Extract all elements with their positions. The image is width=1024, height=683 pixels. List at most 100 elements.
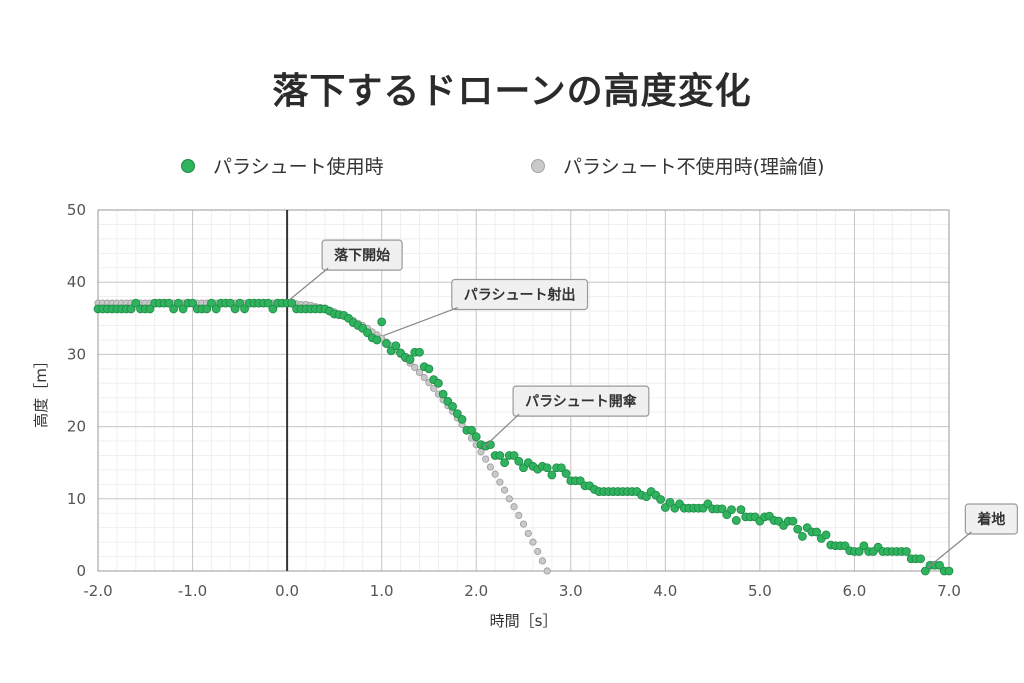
data-point: [736, 505, 746, 515]
callout-box: [321, 239, 403, 271]
data-point: [543, 567, 551, 575]
data-point: [287, 298, 297, 308]
y-tick-label: 10: [67, 490, 86, 508]
data-point: [505, 495, 513, 503]
callout-text: 着地: [976, 511, 1005, 528]
legend-label-with-parachute: パラシュート使用時: [213, 156, 384, 178]
data-point: [411, 363, 419, 371]
data-point: [496, 478, 504, 486]
callout-text: パラシュート射出: [464, 287, 576, 304]
callout-leader: [383, 306, 459, 337]
data-point: [727, 505, 736, 515]
data-point: [169, 304, 179, 314]
series-1-points: [94, 299, 551, 575]
data-point: [509, 451, 519, 460]
data-point: [188, 298, 197, 308]
x-axis-label: 時間［s］: [490, 612, 558, 630]
x-tick-label: 0.0: [275, 582, 299, 600]
y-tick-label: 40: [67, 273, 86, 291]
data-point: [415, 368, 424, 377]
data-point: [510, 503, 518, 511]
callout-box: [512, 385, 650, 417]
data-point: [812, 527, 822, 537]
data-point: [452, 409, 462, 419]
data-point: [471, 432, 481, 442]
x-tick-label: 2.0: [464, 582, 488, 600]
callout: パラシュート開傘: [482, 385, 650, 449]
callout-box: [964, 503, 1018, 535]
callout-leader: [926, 531, 972, 569]
data-point: [486, 463, 495, 471]
data-point: [433, 378, 443, 388]
data-point: [467, 425, 476, 435]
legend-item-with-parachute: パラシュート使用時: [181, 152, 384, 179]
data-point: [500, 458, 509, 468]
data-point: [944, 566, 954, 576]
data-point: [519, 520, 528, 528]
data-point: [420, 373, 428, 382]
data-point: [793, 524, 803, 534]
x-tick-label: 5.0: [748, 582, 772, 600]
data-point: [230, 304, 240, 314]
data-point: [514, 456, 524, 466]
data-point: [207, 298, 216, 308]
plot-frame: [97, 209, 950, 572]
callout-leader: [288, 267, 329, 301]
y-tick-label: 20: [67, 418, 86, 436]
callout: 落下開始: [288, 239, 403, 301]
x-tick-label: -1.0: [178, 582, 207, 600]
callout: 着地: [926, 503, 1018, 569]
legend-label-without-parachute: パラシュート不使用時(理論値): [563, 156, 825, 178]
data-point: [491, 470, 499, 478]
data-point: [556, 463, 566, 473]
series-0-points: [93, 298, 954, 576]
data-point: [561, 469, 571, 478]
data-point: [240, 304, 249, 314]
data-point: [547, 470, 557, 480]
data-point: [529, 538, 537, 546]
data-point: [665, 498, 675, 507]
data-point: [495, 451, 505, 460]
data-point: [902, 547, 911, 556]
data-point: [542, 463, 552, 473]
data-point: [798, 531, 807, 541]
legend-item-without-parachute: パラシュート不使用時(理論値): [531, 152, 824, 179]
callout-text: パラシュート開傘: [525, 393, 638, 410]
callout-leader: [482, 413, 520, 449]
data-point: [263, 298, 273, 308]
x-tick-label: 1.0: [370, 582, 394, 600]
data-point: [448, 401, 457, 411]
x-tick-label: 6.0: [843, 582, 867, 600]
data-point: [145, 304, 155, 314]
callout-box: [451, 278, 589, 311]
y-tick-label: 30: [67, 345, 86, 363]
data-point: [377, 317, 387, 327]
data-point: [173, 298, 183, 308]
data-point: [534, 547, 542, 556]
data-point: [524, 529, 532, 538]
chart-title: 落下するドローンの高度変化: [272, 71, 752, 112]
callout-text: 落下開始: [334, 247, 390, 264]
x-tick-label: 7.0: [937, 582, 961, 600]
y-tick-label: 0: [76, 562, 86, 580]
data-point: [202, 304, 212, 314]
data-point: [235, 298, 245, 308]
data-point: [788, 516, 798, 526]
x-tick-label: 3.0: [559, 582, 583, 600]
data-point: [717, 504, 727, 514]
data-point: [538, 557, 547, 565]
data-point: [916, 554, 926, 564]
data-point: [164, 298, 174, 308]
y-tick-label: 50: [67, 201, 86, 219]
x-tick-label: 4.0: [653, 582, 677, 600]
data-point: [920, 566, 930, 576]
data-point: [438, 389, 448, 399]
data-point: [656, 495, 666, 504]
data-point: [457, 414, 467, 424]
data-point: [372, 335, 382, 345]
data-point: [415, 347, 424, 357]
data-point: [405, 355, 415, 364]
callout: パラシュート射出: [383, 278, 589, 337]
data-point: [381, 339, 391, 348]
